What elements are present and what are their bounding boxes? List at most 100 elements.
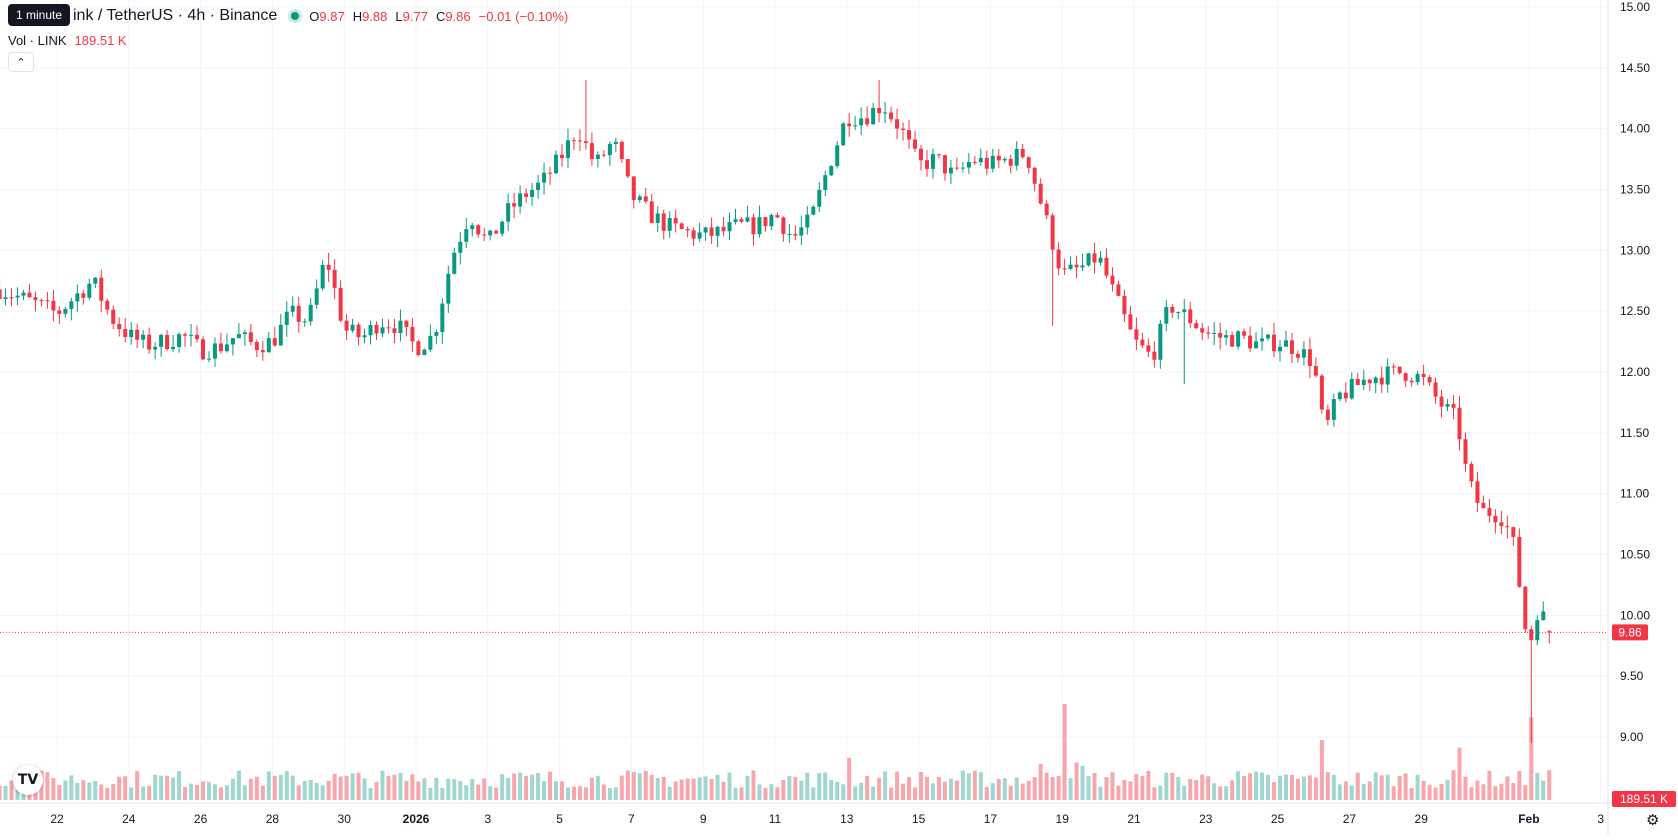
volume-bar bbox=[75, 782, 80, 800]
volume-bar bbox=[1248, 773, 1253, 800]
candle-body bbox=[1445, 404, 1450, 407]
volume-bar bbox=[1427, 784, 1432, 800]
volume-bar bbox=[1319, 740, 1324, 800]
symbol-legend[interactable]: ink / TetherUS · 4h · Binance O9.87 H9.8… bbox=[8, 6, 568, 26]
candle-body bbox=[966, 161, 971, 168]
volume-bar bbox=[1415, 774, 1420, 800]
ohlc-open: O9.87 bbox=[309, 9, 344, 24]
volume-bar bbox=[1164, 772, 1169, 800]
volume-bar bbox=[709, 778, 714, 800]
candle-body bbox=[1032, 167, 1037, 184]
volume-bar bbox=[99, 784, 104, 800]
volume-bar bbox=[1218, 786, 1223, 800]
symbol-title[interactable]: ink / TetherUS · 4h · Binance bbox=[73, 7, 278, 24]
candle-body bbox=[434, 332, 439, 336]
price-tick-label: 10.50 bbox=[1620, 548, 1650, 562]
volume-bar bbox=[314, 783, 319, 800]
candle-body bbox=[1080, 265, 1085, 268]
volume-bar bbox=[1499, 783, 1504, 800]
volume-bar bbox=[1325, 772, 1330, 800]
candle-body bbox=[996, 155, 1001, 161]
candle-body bbox=[619, 141, 624, 160]
volume-legend[interactable]: Vol · LINK 189.51 K bbox=[8, 32, 127, 48]
volume-bar bbox=[93, 780, 98, 800]
candle-body bbox=[1056, 249, 1061, 269]
candle-body bbox=[1385, 366, 1390, 385]
candle-body bbox=[458, 241, 463, 253]
volume-bar bbox=[865, 776, 870, 800]
last-price-badge bbox=[1612, 624, 1648, 641]
volume-bar bbox=[685, 778, 690, 800]
time-tick-label: 17 bbox=[984, 812, 998, 826]
volume-bar bbox=[392, 774, 397, 800]
candle-body bbox=[901, 128, 906, 131]
volume-bar bbox=[530, 774, 535, 800]
candle-body bbox=[105, 300, 110, 310]
candle-body bbox=[883, 112, 888, 114]
candle-body bbox=[1433, 382, 1438, 397]
volume-bar bbox=[69, 775, 74, 800]
candle-body bbox=[1493, 515, 1498, 523]
candle-body bbox=[350, 324, 355, 331]
volume-bar bbox=[954, 780, 959, 800]
volume-bar bbox=[619, 775, 624, 800]
tradingview-logo-icon[interactable]: TV bbox=[13, 765, 43, 795]
volume-bar bbox=[835, 781, 840, 800]
candle-body bbox=[829, 166, 834, 176]
volume-bar bbox=[254, 776, 259, 800]
volume-bar bbox=[548, 771, 553, 800]
volume-bar bbox=[847, 758, 852, 800]
volume-bar bbox=[805, 772, 810, 800]
candle-body bbox=[1541, 611, 1546, 621]
volume-bar bbox=[697, 777, 702, 800]
candle-body bbox=[1355, 378, 1360, 385]
volume-bar bbox=[853, 786, 858, 800]
market-status-dot-icon[interactable] bbox=[291, 12, 300, 20]
candle-body bbox=[847, 123, 852, 127]
volume-bar bbox=[901, 783, 906, 800]
volume-bar bbox=[1068, 778, 1073, 800]
candle-body bbox=[763, 217, 768, 227]
volume-bar bbox=[1421, 780, 1426, 800]
candle-body bbox=[1110, 275, 1115, 285]
candle-body bbox=[81, 293, 86, 298]
chevron-up-icon: ⌃ bbox=[16, 56, 26, 69]
candle-body bbox=[936, 154, 941, 156]
candle-body bbox=[428, 335, 433, 350]
candle-body bbox=[0, 289, 2, 299]
candle-body bbox=[183, 334, 188, 336]
candle-body bbox=[1517, 536, 1522, 587]
collapse-legend-button[interactable]: ⌃ bbox=[8, 52, 34, 72]
volume-bar bbox=[1517, 770, 1522, 800]
volume-bar bbox=[3, 785, 8, 800]
candle-body bbox=[954, 167, 959, 169]
volume-bar bbox=[883, 771, 888, 800]
price-tick-label: 11.00 bbox=[1620, 487, 1649, 501]
time-tick-label: Feb bbox=[1518, 812, 1539, 826]
candle-body bbox=[577, 140, 582, 142]
volume-bar bbox=[1116, 785, 1121, 800]
volume-bar bbox=[1224, 786, 1229, 800]
candle-body bbox=[15, 295, 20, 298]
candle-body bbox=[667, 217, 672, 231]
candle-body bbox=[338, 287, 343, 321]
candle-body bbox=[1427, 377, 1432, 383]
volume-bar bbox=[637, 773, 642, 800]
candle-body bbox=[272, 338, 277, 346]
volume-bar bbox=[1254, 771, 1259, 800]
volume-bar bbox=[889, 787, 894, 800]
ohlc-open-value: 9.87 bbox=[319, 8, 345, 24]
volume-bar bbox=[278, 774, 283, 800]
candle-body bbox=[135, 329, 140, 340]
volume-bar bbox=[829, 780, 834, 800]
candle-body bbox=[380, 327, 385, 334]
volume-bar bbox=[960, 770, 965, 800]
candle-body bbox=[1242, 331, 1247, 336]
candle-body bbox=[757, 217, 762, 235]
volume-bar bbox=[1236, 771, 1241, 800]
candle-body bbox=[601, 154, 606, 156]
gear-icon[interactable]: ⚙ bbox=[1646, 811, 1660, 829]
candle-body bbox=[374, 324, 379, 334]
